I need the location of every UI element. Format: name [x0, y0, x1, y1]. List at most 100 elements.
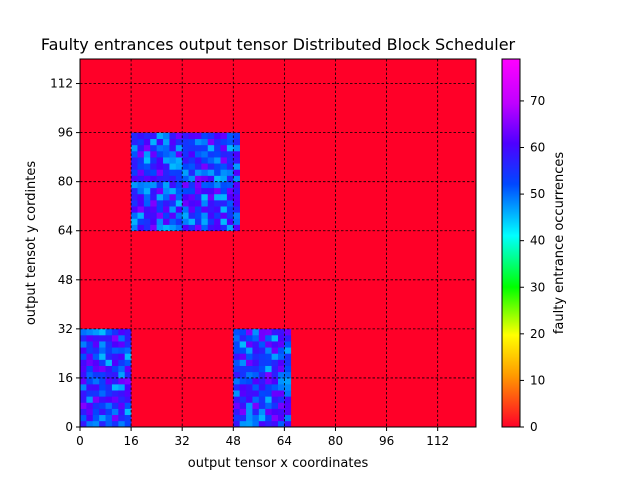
heatmap-cell — [265, 396, 272, 403]
heatmap-cell — [182, 151, 189, 158]
heatmap-cell — [111, 384, 119, 391]
heatmap-cell — [271, 420, 279, 428]
heatmap-cell — [258, 377, 266, 385]
heatmap-cell — [105, 335, 113, 342]
heatmap-cell — [105, 365, 113, 373]
heatmap-cell — [156, 157, 164, 164]
heatmap-cell — [131, 193, 138, 201]
colorbar-tick-label: 70 — [530, 94, 545, 108]
heatmap-cell — [80, 347, 87, 354]
heatmap-cell — [207, 138, 215, 146]
heatmap-cell — [131, 138, 138, 146]
heatmap-cell — [169, 175, 177, 182]
heatmap-cell — [137, 206, 145, 213]
heatmap-cell — [86, 353, 94, 360]
heatmap-cell — [239, 335, 247, 342]
heatmap-cell — [252, 408, 260, 416]
heatmap-cell — [278, 371, 285, 379]
heatmap-cell — [143, 163, 151, 170]
x-tick-label: 112 — [426, 434, 449, 448]
heatmap-cell — [284, 371, 292, 379]
heatmap-cell — [175, 138, 183, 146]
heatmap-cell — [188, 224, 196, 232]
heatmap-cell — [182, 163, 189, 170]
heatmap-cell — [252, 390, 260, 397]
heatmap-cell — [239, 347, 247, 354]
y-axis-label: output tensot y cordintes — [24, 161, 39, 326]
heatmap-cell — [271, 371, 279, 379]
heatmap-cell — [111, 414, 119, 422]
heatmap-cell — [214, 144, 221, 152]
heatmap-cell — [201, 175, 209, 182]
heatmap-cell — [86, 365, 94, 373]
axes: 0 16 32 48 64 80 96 112 0 16 32 48 64 80 96 112 — [50, 58, 477, 448]
heatmap-cell — [137, 187, 145, 195]
heatmap-cell — [239, 402, 247, 409]
heatmap-cell — [233, 224, 240, 232]
heatmap-cell — [111, 347, 119, 354]
heatmap-cell — [246, 335, 253, 342]
heatmap-cell — [233, 163, 240, 170]
heatmap-cell — [194, 132, 202, 140]
heatmap-cell — [226, 144, 234, 152]
heatmap-cell — [214, 132, 221, 140]
heatmap-cell — [188, 151, 196, 158]
heatmap-cell — [258, 414, 266, 422]
heatmap-cell — [111, 335, 119, 342]
heatmap-cell — [188, 218, 196, 225]
heatmap-cell — [175, 193, 183, 201]
heatmap-cell — [194, 212, 202, 219]
heatmap-cell — [284, 402, 292, 409]
heatmap-cell — [188, 163, 196, 170]
heatmap-cell — [226, 224, 234, 232]
heatmap-cell — [118, 408, 126, 416]
heatmap-cell — [226, 157, 234, 164]
heatmap-cell — [271, 377, 279, 385]
heatmap-cell — [105, 347, 113, 354]
heatmap-cell — [99, 353, 106, 360]
heatmap-cell — [278, 341, 285, 348]
heatmap-cell — [258, 390, 266, 397]
heatmap-cell — [246, 365, 253, 373]
colorbar-label: faulty entrance occurrences — [552, 152, 567, 335]
y-tick-label: 80 — [58, 175, 73, 189]
heatmap-cell — [92, 408, 100, 416]
y-tick-label: 64 — [58, 224, 73, 238]
heatmap-cell — [207, 181, 215, 189]
heatmap-cell — [220, 187, 228, 195]
heatmap-cell — [86, 371, 94, 379]
heatmap-cell — [246, 328, 253, 336]
heatmap-cell — [124, 390, 132, 397]
heatmap-cell — [233, 193, 240, 201]
heatmap-cell — [175, 200, 183, 207]
heatmap-cell — [105, 408, 113, 416]
heatmap-cell — [156, 193, 164, 201]
heatmap-cell — [188, 200, 196, 207]
heatmap-cell — [226, 138, 234, 146]
heatmap-cell — [80, 420, 87, 428]
heatmap-cell — [239, 359, 247, 366]
heatmap-cell — [271, 353, 279, 360]
heatmap-cell — [131, 175, 138, 182]
heatmap-cell — [169, 212, 177, 219]
heatmap-cell — [156, 224, 164, 232]
heatmap-cell — [214, 212, 221, 219]
colorbar-gradient — [501, 58, 521, 428]
heatmap-cell — [207, 206, 215, 213]
hot-block-3 — [131, 132, 240, 232]
heatmap-cell — [252, 359, 260, 366]
colorbar-tick-label: 20 — [530, 327, 545, 341]
heatmap-cell — [220, 132, 228, 140]
heatmap-cell — [271, 335, 279, 342]
heatmap-cell — [194, 138, 202, 146]
heatmap-cell — [278, 384, 285, 391]
heatmap-cell — [214, 181, 221, 189]
heatmap-cell — [265, 335, 272, 342]
heatmap-cell — [111, 420, 119, 428]
heatmap-cell — [278, 420, 285, 428]
heatmap-cell — [163, 212, 170, 219]
heatmap-cell — [258, 359, 266, 366]
heatmap-cell — [182, 218, 189, 225]
heatmap-cell — [246, 402, 253, 409]
